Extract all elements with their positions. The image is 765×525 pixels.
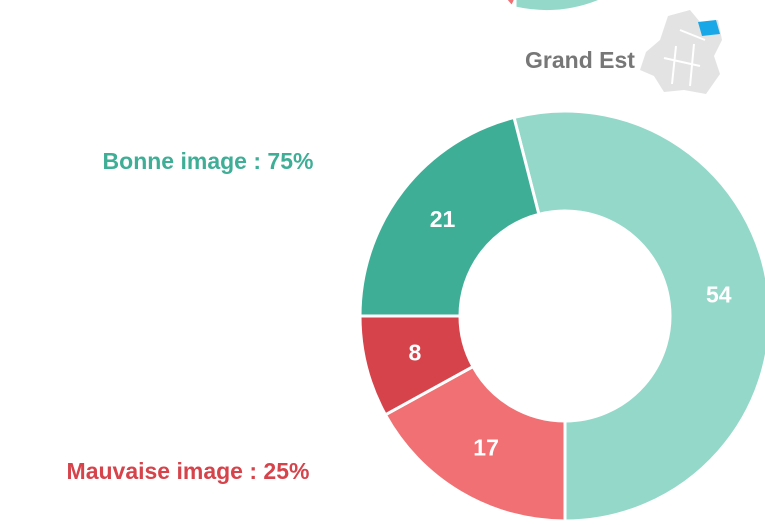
annotation: Mauvaise image : 25% xyxy=(67,458,310,484)
data-label: 21 xyxy=(430,206,456,232)
data-label: 8 xyxy=(408,340,421,366)
previous-chart-fragment xyxy=(503,0,604,14)
data-label: 17 xyxy=(473,434,499,460)
annotation: Bonne image : 75% xyxy=(103,148,314,174)
data-label: 54 xyxy=(706,282,732,308)
donut-segment xyxy=(512,109,765,523)
donut-segment xyxy=(358,115,541,318)
region-map-icon xyxy=(640,10,722,94)
chart-title: Grand Est xyxy=(525,47,635,73)
donut-segment xyxy=(383,364,567,523)
